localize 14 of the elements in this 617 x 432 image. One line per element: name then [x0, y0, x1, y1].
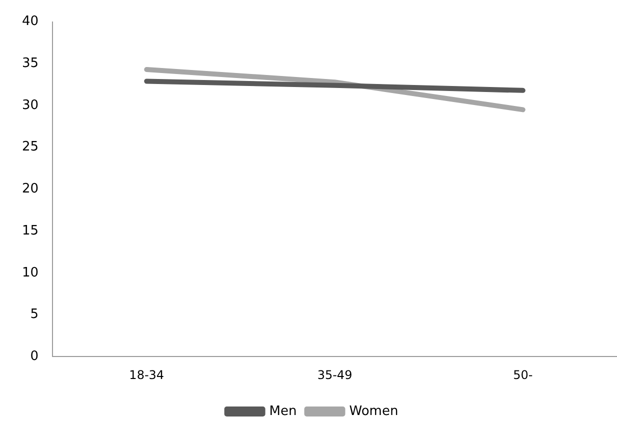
y-tick-label: 30 — [22, 98, 39, 113]
y-tick-label: 15 — [22, 223, 39, 238]
x-tick-label: 35-49 — [317, 368, 352, 382]
y-tick-label: 0 — [30, 348, 39, 364]
legend-label: Men — [269, 404, 297, 419]
legend-label: Women — [349, 404, 398, 419]
y-tick-label: 5 — [30, 307, 39, 322]
x-tick-label: 50- — [513, 368, 533, 382]
y-tick-label: 35 — [22, 56, 39, 72]
x-tick-label: 18-34 — [129, 368, 164, 382]
y-tick-label: 40 — [22, 14, 39, 30]
y-tick-label: 20 — [22, 182, 39, 197]
y-tick-label: 10 — [22, 265, 39, 280]
y-tick-label: 25 — [22, 140, 39, 155]
